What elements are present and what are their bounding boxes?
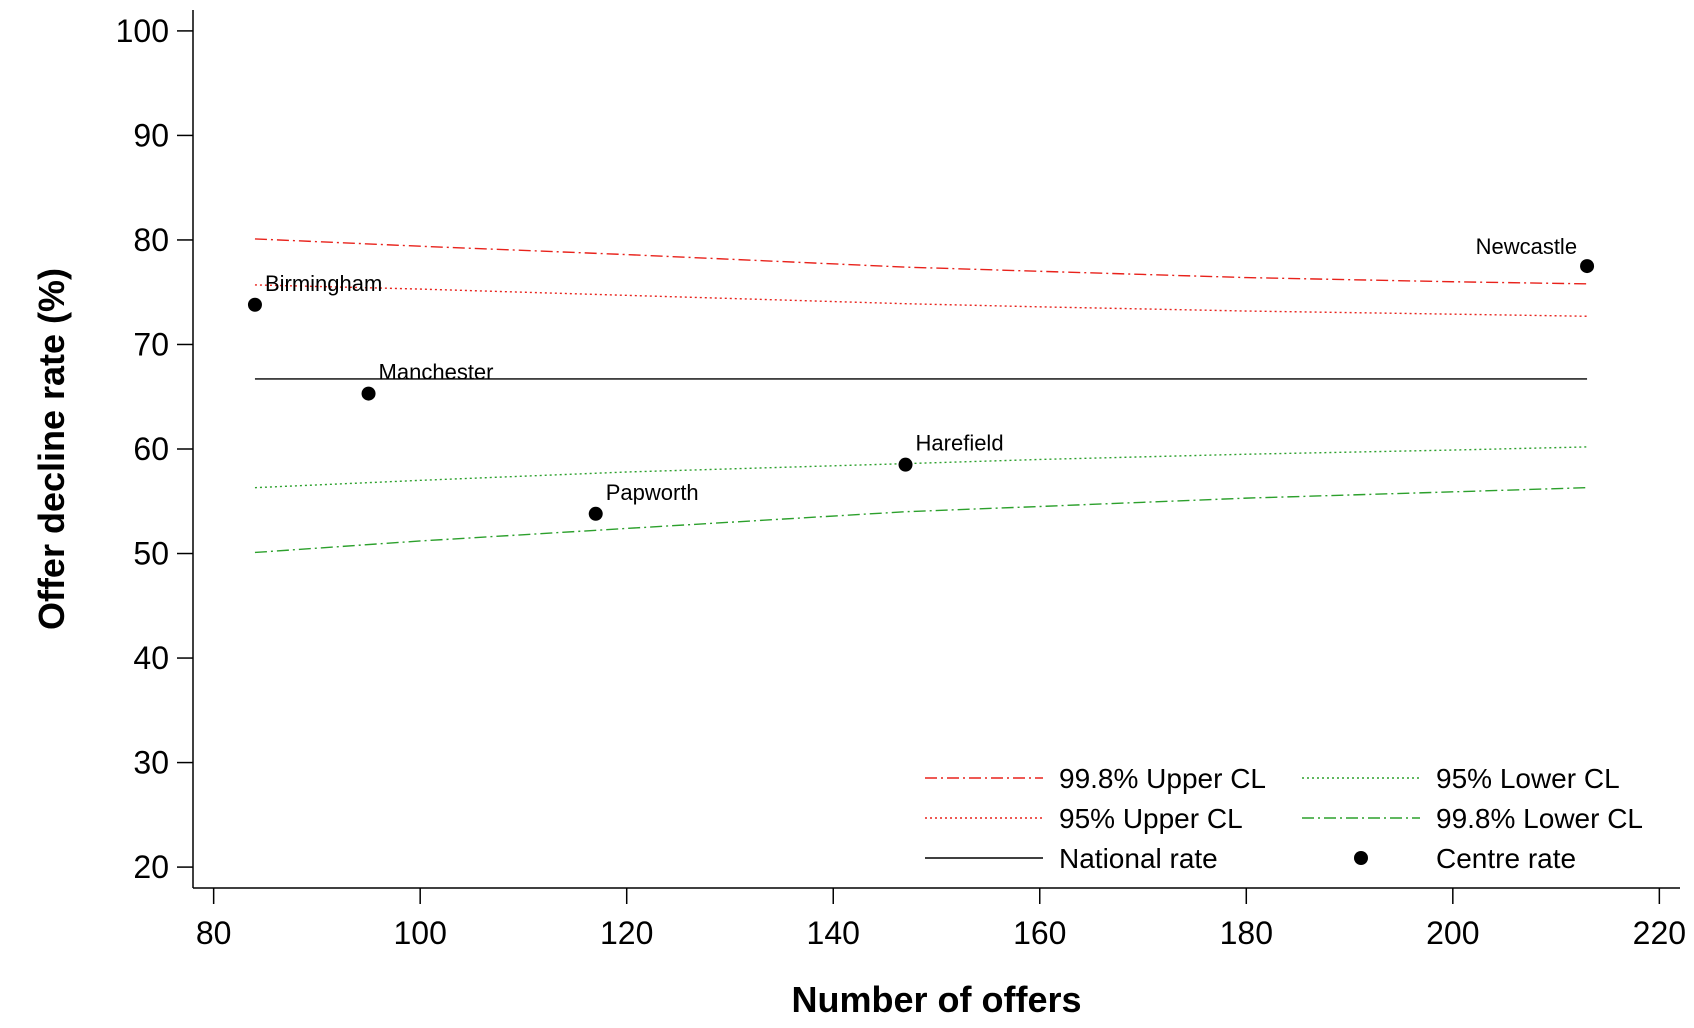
- y-axis-title: Offer decline rate (%): [31, 268, 72, 630]
- legend-label: National rate: [1059, 843, 1218, 874]
- x-tick-label: 200: [1426, 915, 1479, 951]
- y-tick-label: 40: [133, 640, 169, 676]
- series-line-4: [254, 486, 1588, 554]
- y-tick-label: 100: [116, 13, 169, 49]
- y-tick-label: 50: [133, 536, 169, 572]
- x-axis-title: Number of offers: [791, 979, 1081, 1020]
- y-tick-label: 60: [133, 431, 169, 467]
- y-tick-label: 80: [133, 222, 169, 258]
- points-layer: Birmingham Manchester Papworth Harefield New…: [247, 234, 1595, 521]
- series-layer: [254, 238, 1588, 554]
- legend-label: 95% Upper CL: [1059, 803, 1243, 834]
- point-label: Manchester: [379, 360, 494, 385]
- centre-point: [588, 506, 603, 521]
- point-label: Birmingham: [265, 271, 382, 296]
- legend-label: 99.8% Lower CL: [1436, 803, 1643, 834]
- centre-point: [247, 297, 262, 312]
- x-tick-label: 180: [1220, 915, 1273, 951]
- y-tick-label: 70: [133, 326, 169, 362]
- x-tick-label: 140: [807, 915, 860, 951]
- series-line-1: [254, 284, 1588, 317]
- point-label: Newcastle: [1476, 234, 1577, 259]
- legend-label: 99.8% Upper CL: [1059, 763, 1266, 794]
- legend: 99.8% Upper CL 95% Upper CL National rate 9…: [925, 763, 1643, 874]
- y-tick-label: 20: [133, 849, 169, 885]
- centre-point: [898, 457, 913, 472]
- series-line-0: [254, 238, 1588, 285]
- x-tick-label: 160: [1013, 915, 1066, 951]
- axes: 20 30 40 50 60 70 80 90 100 80 100 120 140 160 180 200 2…: [116, 10, 1686, 951]
- x-tick-label: 120: [600, 915, 653, 951]
- point-label: Papworth: [606, 480, 699, 505]
- y-tick-label: 30: [133, 745, 169, 781]
- centre-point: [1580, 259, 1595, 274]
- x-tick-label: 100: [393, 915, 446, 951]
- y-tick-label: 90: [133, 117, 169, 153]
- legend-swatch: [1354, 851, 1368, 865]
- centre-point: [361, 386, 376, 401]
- legend-label: 95% Lower CL: [1436, 763, 1620, 794]
- point-label: Harefield: [916, 431, 1004, 456]
- x-tick-label: 220: [1633, 915, 1686, 951]
- legend-label: Centre rate: [1436, 843, 1576, 874]
- x-tick-label: 80: [196, 915, 232, 951]
